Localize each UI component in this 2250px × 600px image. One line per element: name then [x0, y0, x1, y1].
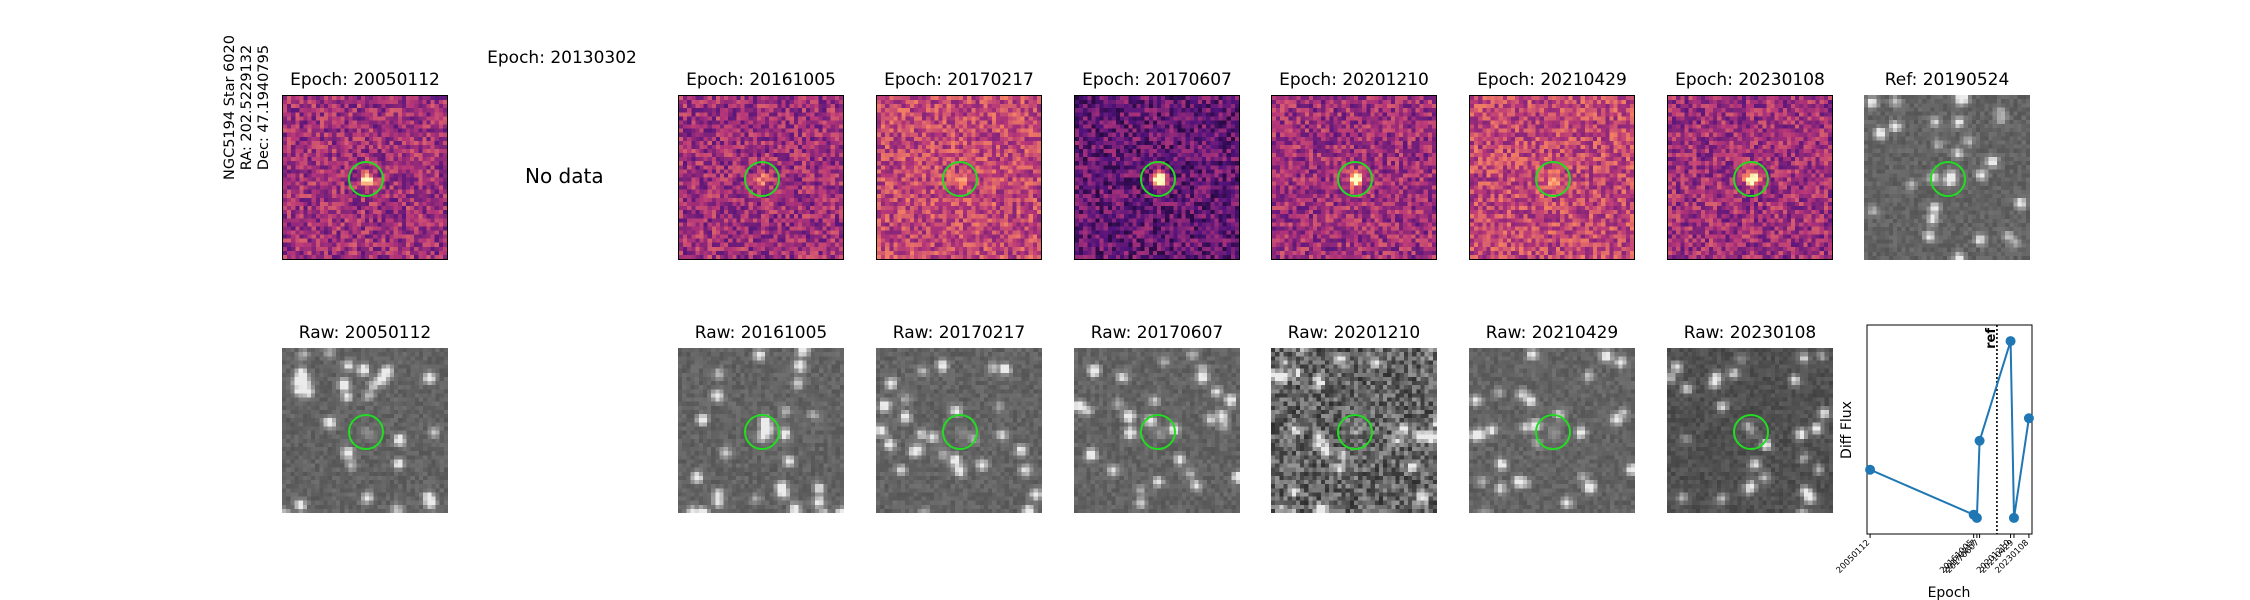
no-data-20130302: No data: [525, 164, 604, 188]
aperture-circle: [744, 160, 780, 197]
title-raw-20210429: Raw: 20210429: [1485, 323, 1619, 343]
x-tick-label: 20050112: [1835, 538, 1873, 576]
raw-image-20161005: [678, 348, 844, 513]
aperture-circle: [1930, 160, 1966, 197]
diff-image-20170217: [876, 95, 1042, 260]
aperture-circle: [1535, 160, 1571, 197]
diff-image-20210429: [1469, 95, 1635, 260]
aperture-circle: [1140, 160, 1176, 197]
title-epoch-20201210: Epoch: 20201210: [1279, 70, 1429, 90]
title-epoch-20210429: Epoch: 20210429: [1477, 70, 1627, 90]
aperture-circle: [744, 413, 780, 450]
data-point-20210429: [2008, 512, 2019, 523]
title-epoch-20170217: Epoch: 20170217: [884, 70, 1034, 90]
aperture-circle: [942, 413, 978, 450]
title-epoch-20170607: Epoch: 20170607: [1082, 70, 1232, 90]
x-ticks: 20050112 20161005201702172017060720201210…: [1835, 534, 2031, 576]
aperture-circle: [1733, 160, 1769, 197]
raw-image-20210429: [1469, 348, 1635, 513]
title-epoch-20161005: Epoch: 20161005: [686, 70, 836, 90]
title-raw-20170607: Raw: 20170607: [1090, 323, 1224, 343]
title-raw-20050112: Raw: 20050112: [298, 323, 432, 343]
x-axis-label: Epoch: [1928, 585, 1971, 600]
title-ref-20190524: Ref: 20190524: [1884, 70, 2010, 90]
aperture-circle: [1535, 413, 1571, 450]
raw-image-20170607: [1074, 348, 1240, 513]
title-raw-20170217: Raw: 20170217: [892, 323, 1026, 343]
aperture-circle: [1337, 160, 1373, 197]
plot-frame: [1866, 324, 2033, 535]
ref-image-20190524: [1864, 95, 2030, 260]
aperture-circle: [1337, 413, 1373, 450]
aperture-circle: [1733, 413, 1769, 450]
aperture-circle: [942, 160, 978, 197]
data-point-20201210: [2005, 336, 2016, 347]
y-axis-label: Diff Flux: [1839, 401, 1855, 459]
title-raw-20161005: Raw: 20161005: [694, 323, 828, 343]
title-raw-20201210: Raw: 20201210: [1287, 323, 1421, 343]
raw-image-20170217: [876, 348, 1042, 513]
title-raw-20230108: Raw: 20230108: [1683, 323, 1817, 343]
diff-image-20170607: [1074, 95, 1240, 260]
raw-image-20230108: [1667, 348, 1833, 513]
data-point-20170607: [1974, 435, 1985, 446]
aperture-circle: [348, 413, 384, 450]
title-epoch-20230108: Epoch: 20230108: [1675, 70, 1825, 90]
series-line: [1869, 340, 2030, 521]
data-point-20050112: [1865, 464, 1876, 475]
diff-image-20230108: [1667, 95, 1833, 260]
title-epoch-20130302: Epoch: 20130302: [487, 48, 637, 68]
aperture-circle: [348, 160, 384, 197]
aperture-circle: [1140, 413, 1176, 450]
diff-image-20201210: [1271, 95, 1437, 260]
series-points: [1865, 336, 2034, 523]
ref-label: ref: [1984, 328, 1999, 349]
raw-image-20050112: [282, 348, 448, 513]
title-epoch-20050112: Epoch: 20050112: [290, 70, 440, 90]
data-point-20230108: [2023, 413, 2034, 424]
raw-image-20201210: [1271, 348, 1437, 513]
data-point-20170217: [1971, 512, 1982, 523]
diff-image-20050112: [282, 95, 448, 260]
diff-image-20161005: [678, 95, 844, 260]
ref-marker: ref: [1984, 325, 1999, 534]
